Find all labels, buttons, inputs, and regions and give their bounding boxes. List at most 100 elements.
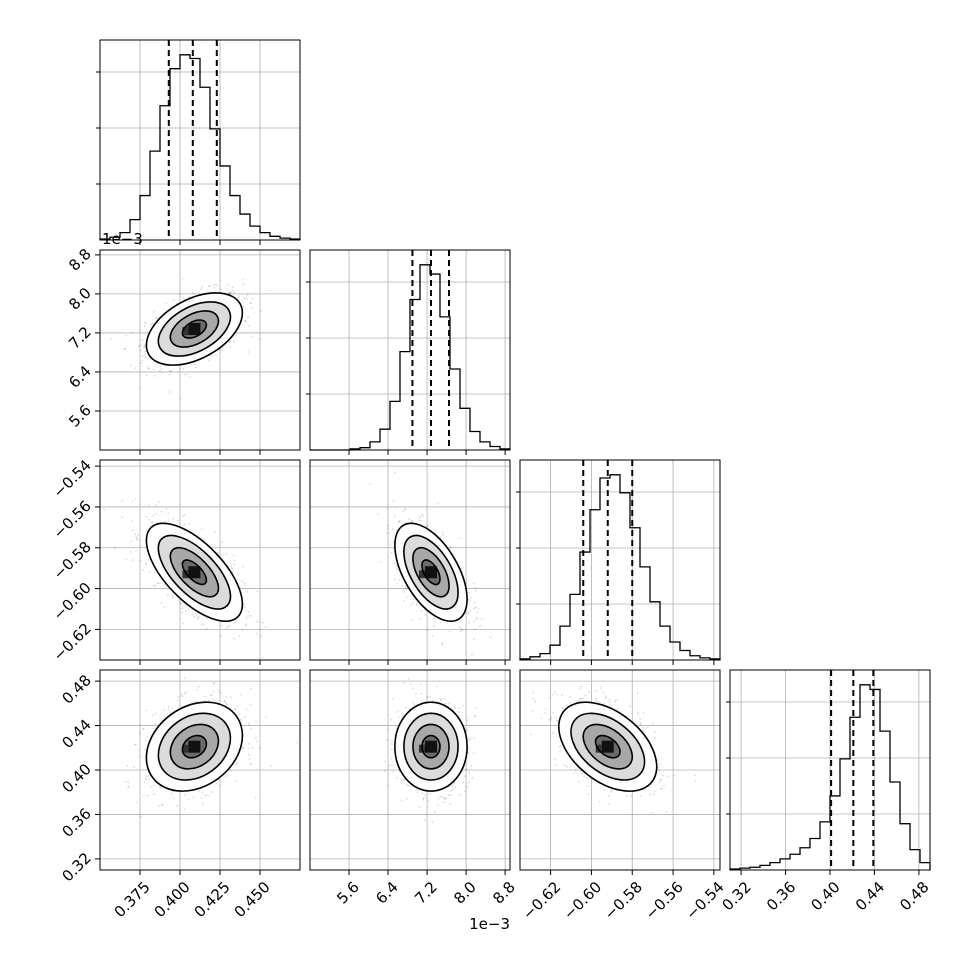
scatter-point [152, 514, 155, 517]
scatter-point [402, 783, 405, 785]
scatter-point [462, 704, 464, 707]
scatter-point [192, 795, 195, 798]
scatter-point [224, 699, 226, 702]
scatter-point [133, 766, 136, 769]
scatter-point [238, 713, 241, 715]
scatter-point [393, 577, 396, 580]
scatter-point [448, 702, 451, 705]
scatter-point [258, 338, 261, 340]
scatter-point [167, 708, 170, 710]
scatter-point [385, 531, 388, 534]
contour-line-3 [181, 319, 208, 339]
scatter-point [247, 611, 250, 613]
scatter-point [135, 549, 137, 552]
scatter-point [256, 620, 259, 623]
scatter-point [150, 786, 153, 788]
scatter-point [396, 777, 399, 780]
scatter-point [147, 559, 149, 561]
scatter-point [208, 359, 210, 361]
scatter-point [225, 696, 228, 699]
scatter-point [415, 604, 418, 606]
scatter-point [433, 617, 435, 620]
panel-frame [309, 249, 511, 451]
contour-line-3 [181, 734, 208, 759]
scatter-point [391, 764, 393, 766]
scatter-point [602, 691, 605, 694]
scatter-point [243, 603, 245, 606]
scatter-point [409, 604, 412, 607]
scatter-point [411, 618, 413, 621]
scatter-point [157, 501, 160, 504]
scatter-point [416, 601, 419, 604]
scatter-point [213, 286, 216, 289]
scatter-point [141, 338, 144, 341]
scatter-point [394, 516, 396, 518]
scatter-point [176, 699, 179, 702]
scatter-point [407, 678, 410, 681]
scatter-point [137, 345, 140, 348]
scatter-point [409, 682, 412, 685]
scatter-point [426, 629, 429, 632]
density-core [188, 566, 201, 579]
scatter-point [201, 286, 203, 288]
scatter-point [229, 292, 232, 294]
scatter-panel-p3-vs-p0 [99, 669, 301, 871]
scatter-point [156, 317, 159, 319]
contour-line-3 [421, 734, 441, 759]
scatter-point [235, 334, 237, 337]
scatter-point [598, 701, 601, 703]
scatter-point [210, 544, 213, 546]
scatter-point [411, 601, 414, 604]
scatter-point [436, 685, 438, 687]
scatter-point [396, 710, 399, 713]
scatter-point [386, 527, 389, 530]
scatter-point [145, 562, 148, 564]
scatter-point [450, 790, 453, 792]
scatter-point [143, 350, 146, 353]
histogram-step-p0 [99, 54, 301, 240]
scatter-point [459, 630, 461, 633]
scatter-point [471, 654, 473, 656]
scatter-point [182, 297, 185, 300]
scatter-point [151, 714, 154, 717]
scatter-point [419, 618, 421, 621]
scatter-point [250, 307, 253, 309]
scatter-point [386, 507, 389, 509]
scatter-point [473, 620, 475, 622]
scatter-point [242, 279, 244, 281]
scatter-point [232, 554, 235, 557]
scatter-point [155, 363, 158, 366]
scatter-point [172, 797, 175, 800]
scatter-point [574, 769, 577, 771]
scatter-point [379, 561, 382, 563]
scatter-point [217, 779, 220, 782]
scatter-point [195, 366, 197, 369]
scatter-point [134, 743, 136, 746]
scatter-point [451, 788, 454, 790]
scatter-point [404, 507, 407, 510]
scatter-point [163, 709, 165, 711]
density-core [182, 744, 189, 753]
scatter-point [150, 323, 153, 326]
scatter-point [154, 571, 156, 574]
scatter-point [146, 735, 149, 738]
scatter-point [155, 512, 158, 515]
scatter-point [171, 595, 174, 598]
scatter-point [148, 518, 150, 521]
scatter-point [694, 774, 696, 777]
scatter-point [154, 723, 157, 725]
scatter-point [406, 797, 408, 800]
scatter-point [233, 563, 236, 566]
scatter-point [143, 794, 145, 797]
scatter-point [246, 590, 249, 593]
scatter-point [444, 702, 447, 705]
scatter-point [437, 797, 440, 800]
scatter-point [138, 329, 141, 332]
scatter-point [127, 786, 130, 789]
scatter-point [139, 755, 141, 758]
scatter-point [394, 506, 397, 509]
contour-line-3 [421, 559, 441, 586]
scatter-point [229, 696, 232, 699]
scatter-point [552, 711, 555, 714]
scatter-point [145, 322, 147, 324]
